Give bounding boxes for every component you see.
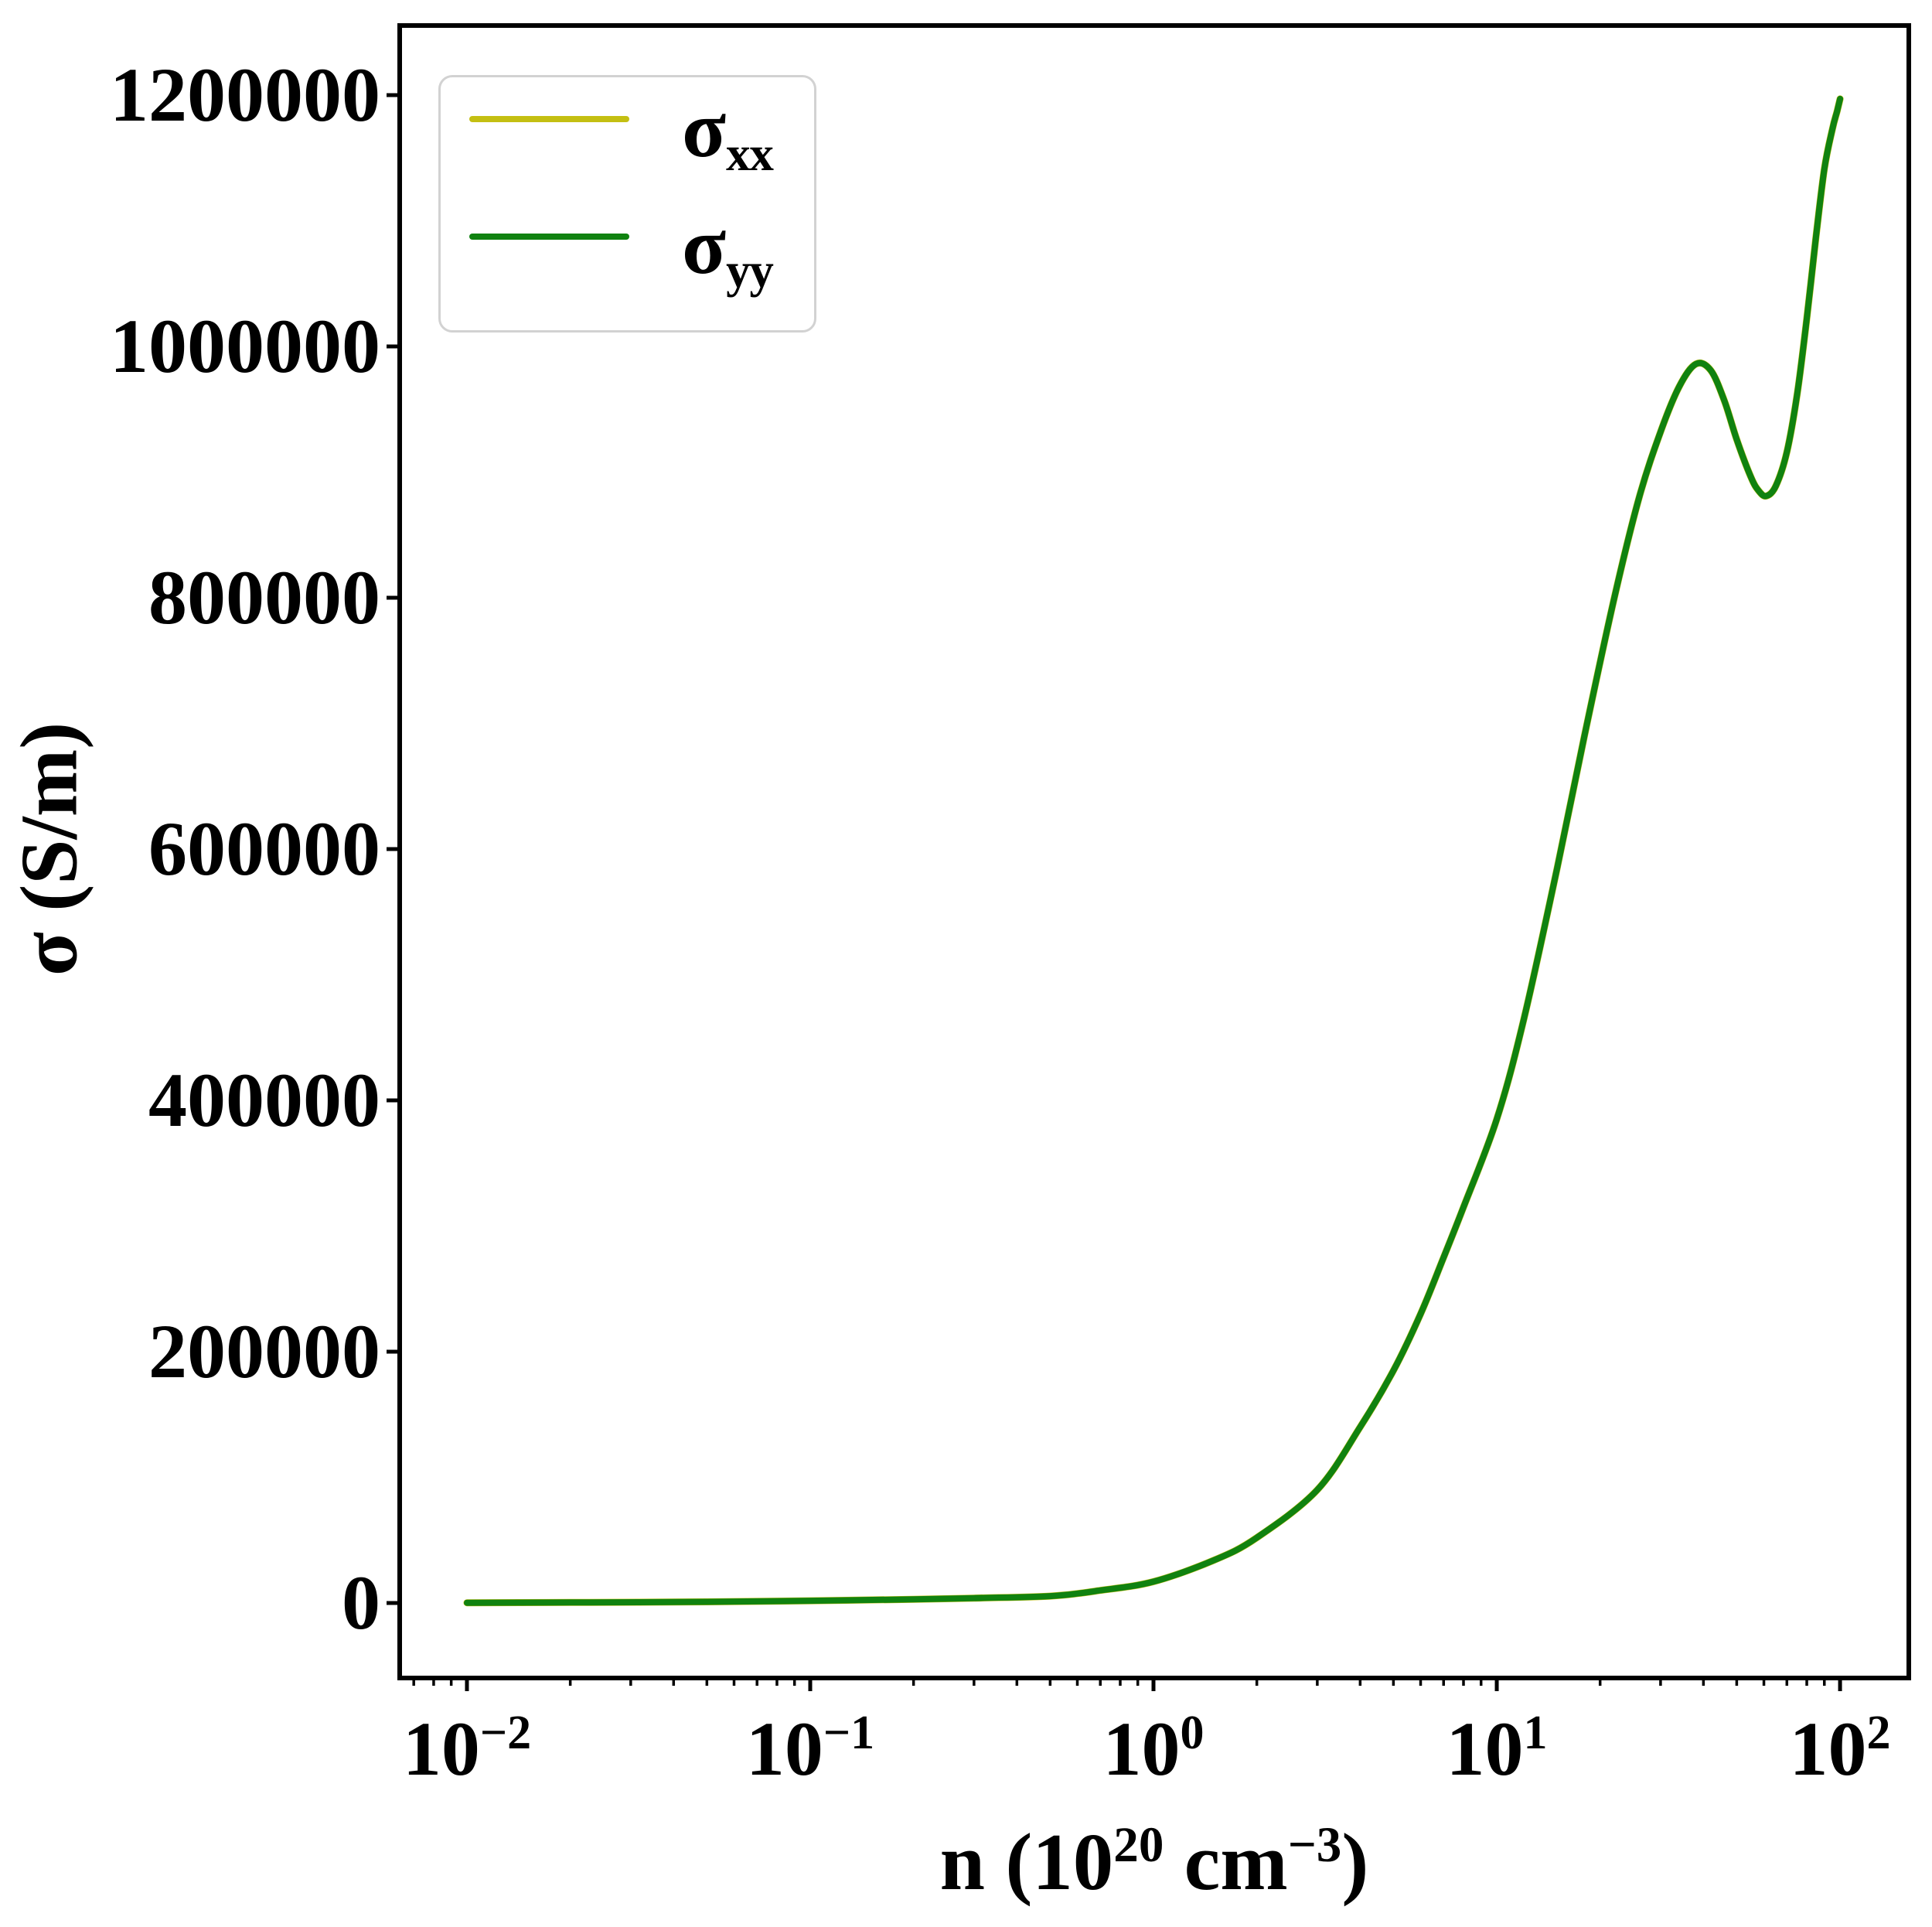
y-tick-label-400000: 400000 — [148, 1057, 380, 1143]
y-tick-label-1200000: 1200000 — [110, 52, 380, 138]
y-axis-title: σ (S/m) — [3, 721, 94, 977]
legend-label-sigma-yy-base: σ — [682, 200, 727, 291]
x-tick-exponent: −1 — [823, 1706, 875, 1759]
legend-line-sample-sigma-yy — [469, 234, 629, 240]
x-tick-base: 10 — [1446, 1706, 1524, 1792]
legend-label-sigma-yy-sub: yy — [726, 243, 774, 298]
x-tick-label-1e2: 102 — [1790, 1706, 1891, 1798]
x-tick-exponent: 2 — [1866, 1706, 1891, 1759]
x-tick-base: 10 — [745, 1706, 823, 1792]
x-tick-label-1e-1: 10−1 — [746, 1706, 875, 1798]
y-tick-label-1000000: 1000000 — [110, 303, 380, 390]
x-axis-title-exponent2: −3 — [1287, 1817, 1342, 1874]
legend-label-sigma-xx-base: σ — [682, 84, 727, 174]
x-tick-label-1e1: 101 — [1446, 1706, 1548, 1798]
x-axis-title-exponent: 20 — [1113, 1817, 1164, 1874]
y-tick-label-0: 0 — [342, 1559, 380, 1646]
x-axis-title-suffix: ) — [1341, 1816, 1369, 1907]
x-tick-label-1e0: 100 — [1103, 1706, 1205, 1798]
plot-border — [397, 23, 1911, 1680]
curve-sigma-yy — [464, 95, 1844, 1606]
x-tick-exponent: 0 — [1180, 1706, 1205, 1759]
y-tick-label-600000: 600000 — [148, 806, 380, 892]
y-tick-label-200000: 200000 — [148, 1308, 380, 1394]
legend-label-sigma-xx-sub: xx — [726, 126, 774, 181]
x-tick-base: 10 — [1102, 1706, 1181, 1792]
x-tick-exponent: 1 — [1523, 1706, 1548, 1759]
legend-label-sigma-yy: σyy — [682, 200, 774, 299]
x-axis-title-prefix: n (10 — [939, 1816, 1114, 1907]
x-tick-exponent: −2 — [479, 1706, 532, 1759]
legend-line-sample-sigma-xx — [469, 116, 629, 122]
x-tick-base: 10 — [1789, 1706, 1867, 1792]
legend: σxx σyy — [438, 75, 816, 333]
y-tick-label-800000: 800000 — [148, 554, 380, 640]
x-axis-title-mid: cm — [1164, 1816, 1288, 1907]
x-tick-base: 10 — [402, 1706, 480, 1792]
legend-label-sigma-xx: σxx — [682, 84, 774, 182]
x-tick-label-1e-2: 10−2 — [403, 1706, 532, 1798]
x-axis-title: n (1020 cm−3) — [940, 1816, 1369, 1919]
